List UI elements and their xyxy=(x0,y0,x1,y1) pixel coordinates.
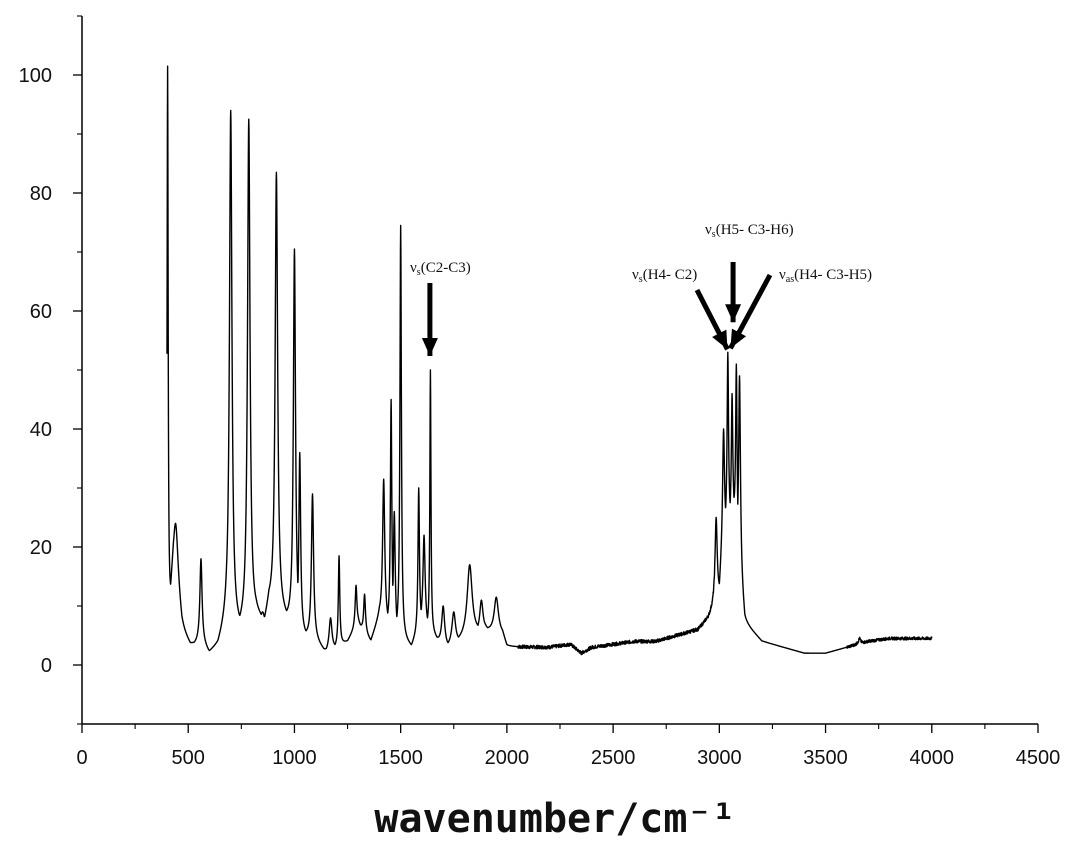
x-tick-label: 4000 xyxy=(910,747,955,769)
y-tick-label: 100 xyxy=(19,65,52,87)
y-tick-label: 0 xyxy=(41,655,52,677)
ticks xyxy=(73,15,1039,733)
y-tick-label: 80 xyxy=(30,183,52,205)
arrow-head xyxy=(421,338,438,356)
tick-labels: 0 500 1000 1500 2000 2500 3000 3500 4000 4500 0 20 4… xyxy=(19,65,1061,769)
x-tick-label: 500 xyxy=(172,747,205,769)
x-tick-label: 3500 xyxy=(803,747,848,769)
x-tick-label: 3000 xyxy=(697,747,742,769)
x-tick-label: 2500 xyxy=(591,747,636,769)
annotation-arrow xyxy=(728,273,773,350)
y-tick-label: 40 xyxy=(30,419,52,441)
x-tick-label: 1000 xyxy=(272,747,317,769)
annotation-arrow xyxy=(421,283,438,356)
annotations: νs(C2-C3) νs(H4- C2) νs(H5- C3-H6) νas(H4- … xyxy=(410,222,872,356)
y-tick-label: 20 xyxy=(30,537,52,559)
x-axis-title: wavenumber/cm⁻¹ xyxy=(374,796,735,842)
arrow-head xyxy=(730,328,747,349)
x-tick-label: 0 xyxy=(76,747,87,769)
annotation-label-h4-c2: νs(H4- C2) xyxy=(632,267,697,285)
annotation-label-c2-c3: νs(C2-C3) xyxy=(410,260,471,278)
spectrum-line xyxy=(166,65,933,656)
annotation-label-h4-c3-h5: νas(H4- C3-H5) xyxy=(779,267,872,285)
y-tick-label: 60 xyxy=(30,301,52,323)
x-tick-label: 4500 xyxy=(1016,747,1061,769)
x-tick-label: 1500 xyxy=(378,747,423,769)
arrow-head xyxy=(725,304,742,323)
annotation-arrow xyxy=(694,288,730,351)
axes xyxy=(81,16,1038,725)
x-tick-label: 2000 xyxy=(485,747,530,769)
annotation-arrow xyxy=(725,262,742,323)
annotation-label-h5-c3-h6: νs(H5- C3-H6) xyxy=(705,222,794,240)
arrow-head xyxy=(712,329,728,350)
